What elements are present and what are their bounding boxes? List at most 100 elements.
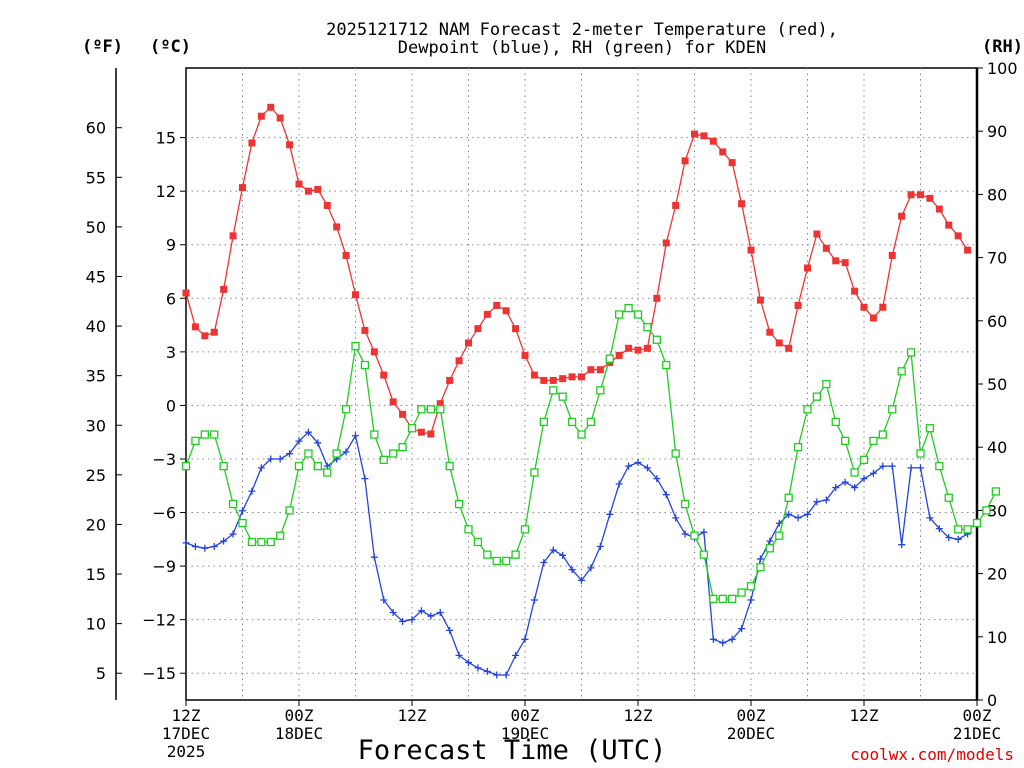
temperature-point (596, 366, 604, 374)
dewpoint-point (276, 455, 284, 463)
dewpoint-point (389, 609, 397, 617)
dewpoint-point (417, 607, 425, 615)
temperature-point (191, 323, 199, 331)
rh-point (219, 462, 228, 471)
dewpoint-point (408, 616, 416, 624)
temperature-point (804, 264, 811, 272)
fahrenheit-tick-label: 40 (86, 317, 106, 336)
temperature-point (380, 371, 388, 379)
temperature-point (851, 287, 859, 295)
credit-text: coolwx.com/models (850, 745, 1014, 764)
rh-point (483, 550, 492, 559)
rh-point (925, 424, 935, 433)
dewpoint-point (483, 667, 491, 675)
rh-point (690, 531, 699, 540)
temperature-point (653, 294, 661, 302)
temperature-point (370, 348, 378, 356)
rh-point (407, 424, 417, 433)
dewpoint-point (512, 651, 520, 659)
dewpoint-point (295, 437, 303, 445)
x-tick-label: 12Z (172, 706, 201, 725)
rh-point (916, 449, 925, 458)
rh-point (285, 506, 294, 515)
dewpoint-point (549, 546, 557, 554)
rh-point (247, 537, 257, 547)
rh-point (520, 525, 530, 534)
dewpoint-point (559, 551, 567, 559)
rh-point (379, 455, 388, 464)
temperature-point (888, 251, 896, 259)
temperature-point (813, 230, 821, 238)
temperature-point (634, 346, 642, 354)
dewpoint-point (625, 462, 633, 470)
temperature-point (747, 246, 755, 254)
temperature-point (483, 310, 491, 318)
temperature-point (879, 303, 887, 311)
dewpoint-point (634, 459, 642, 467)
temperature-point (945, 221, 953, 229)
fahrenheit-tick-label: 35 (86, 367, 106, 386)
rh-tick-label: 0 (987, 691, 997, 710)
dewpoint-point (201, 544, 209, 552)
grid-lines (186, 68, 977, 700)
rh-point (831, 417, 840, 427)
rh-tick-label: 40 (987, 438, 1007, 457)
temperature-point (549, 376, 557, 384)
rh-point (812, 392, 822, 401)
dewpoint-point (257, 464, 265, 472)
temperature-point (248, 139, 256, 147)
rh-point (191, 436, 200, 446)
temperature-point (333, 223, 341, 231)
temperature-point (559, 375, 567, 383)
rh-point (935, 462, 944, 471)
temperature-point (220, 285, 228, 293)
dewpoint-point (756, 555, 764, 563)
dewpoint-point (568, 566, 576, 574)
temperature-point (361, 326, 369, 334)
rh-point (577, 430, 586, 439)
celsius-tick-label: 0 (166, 396, 176, 415)
temperature-point (417, 428, 425, 436)
dewpoint-point (954, 535, 962, 543)
dewpoint-point (502, 671, 510, 679)
temperature-point (625, 344, 633, 352)
rh-point (596, 386, 605, 395)
rh-unit-label: (RH) (982, 37, 1023, 57)
celsius-tick-label: −15 (142, 664, 176, 683)
temperature-point (832, 257, 840, 265)
fahrenheit-tick-label: 50 (86, 218, 106, 237)
temperature-point (521, 351, 529, 359)
rh-point (549, 386, 558, 395)
rh-point (257, 537, 266, 547)
rh-point (662, 360, 671, 370)
temperature-point (954, 232, 962, 240)
rh-point (643, 322, 652, 332)
rh-point (775, 531, 784, 540)
rh-point (200, 430, 209, 439)
rh-point (511, 550, 520, 559)
dewpoint-point (851, 484, 859, 492)
dewpoint-point (248, 487, 256, 495)
celsius-tick-label: −3 (152, 450, 176, 469)
celsius-tick-label: −9 (152, 557, 176, 576)
rh-point (454, 499, 464, 509)
rh-point (822, 379, 831, 389)
temperature-point (455, 357, 463, 365)
rh-point (323, 468, 332, 477)
dewpoint-point (926, 514, 934, 522)
dewpoint-point (427, 612, 435, 620)
fahrenheit-tick-label: 45 (86, 267, 106, 286)
rh-point (972, 518, 982, 528)
dewpoint-point (672, 514, 680, 522)
rh-point (906, 348, 916, 357)
dewpoint-point (474, 664, 482, 672)
temperature-point (465, 339, 472, 347)
x-tick-label: 12Z (624, 706, 653, 725)
dewpoint-point (239, 507, 246, 515)
rh-point (878, 430, 887, 439)
rh-point (558, 392, 567, 401)
rh-point (332, 449, 341, 458)
temperature-point (964, 246, 972, 254)
rh-point (756, 563, 765, 572)
rh-point (803, 405, 812, 414)
